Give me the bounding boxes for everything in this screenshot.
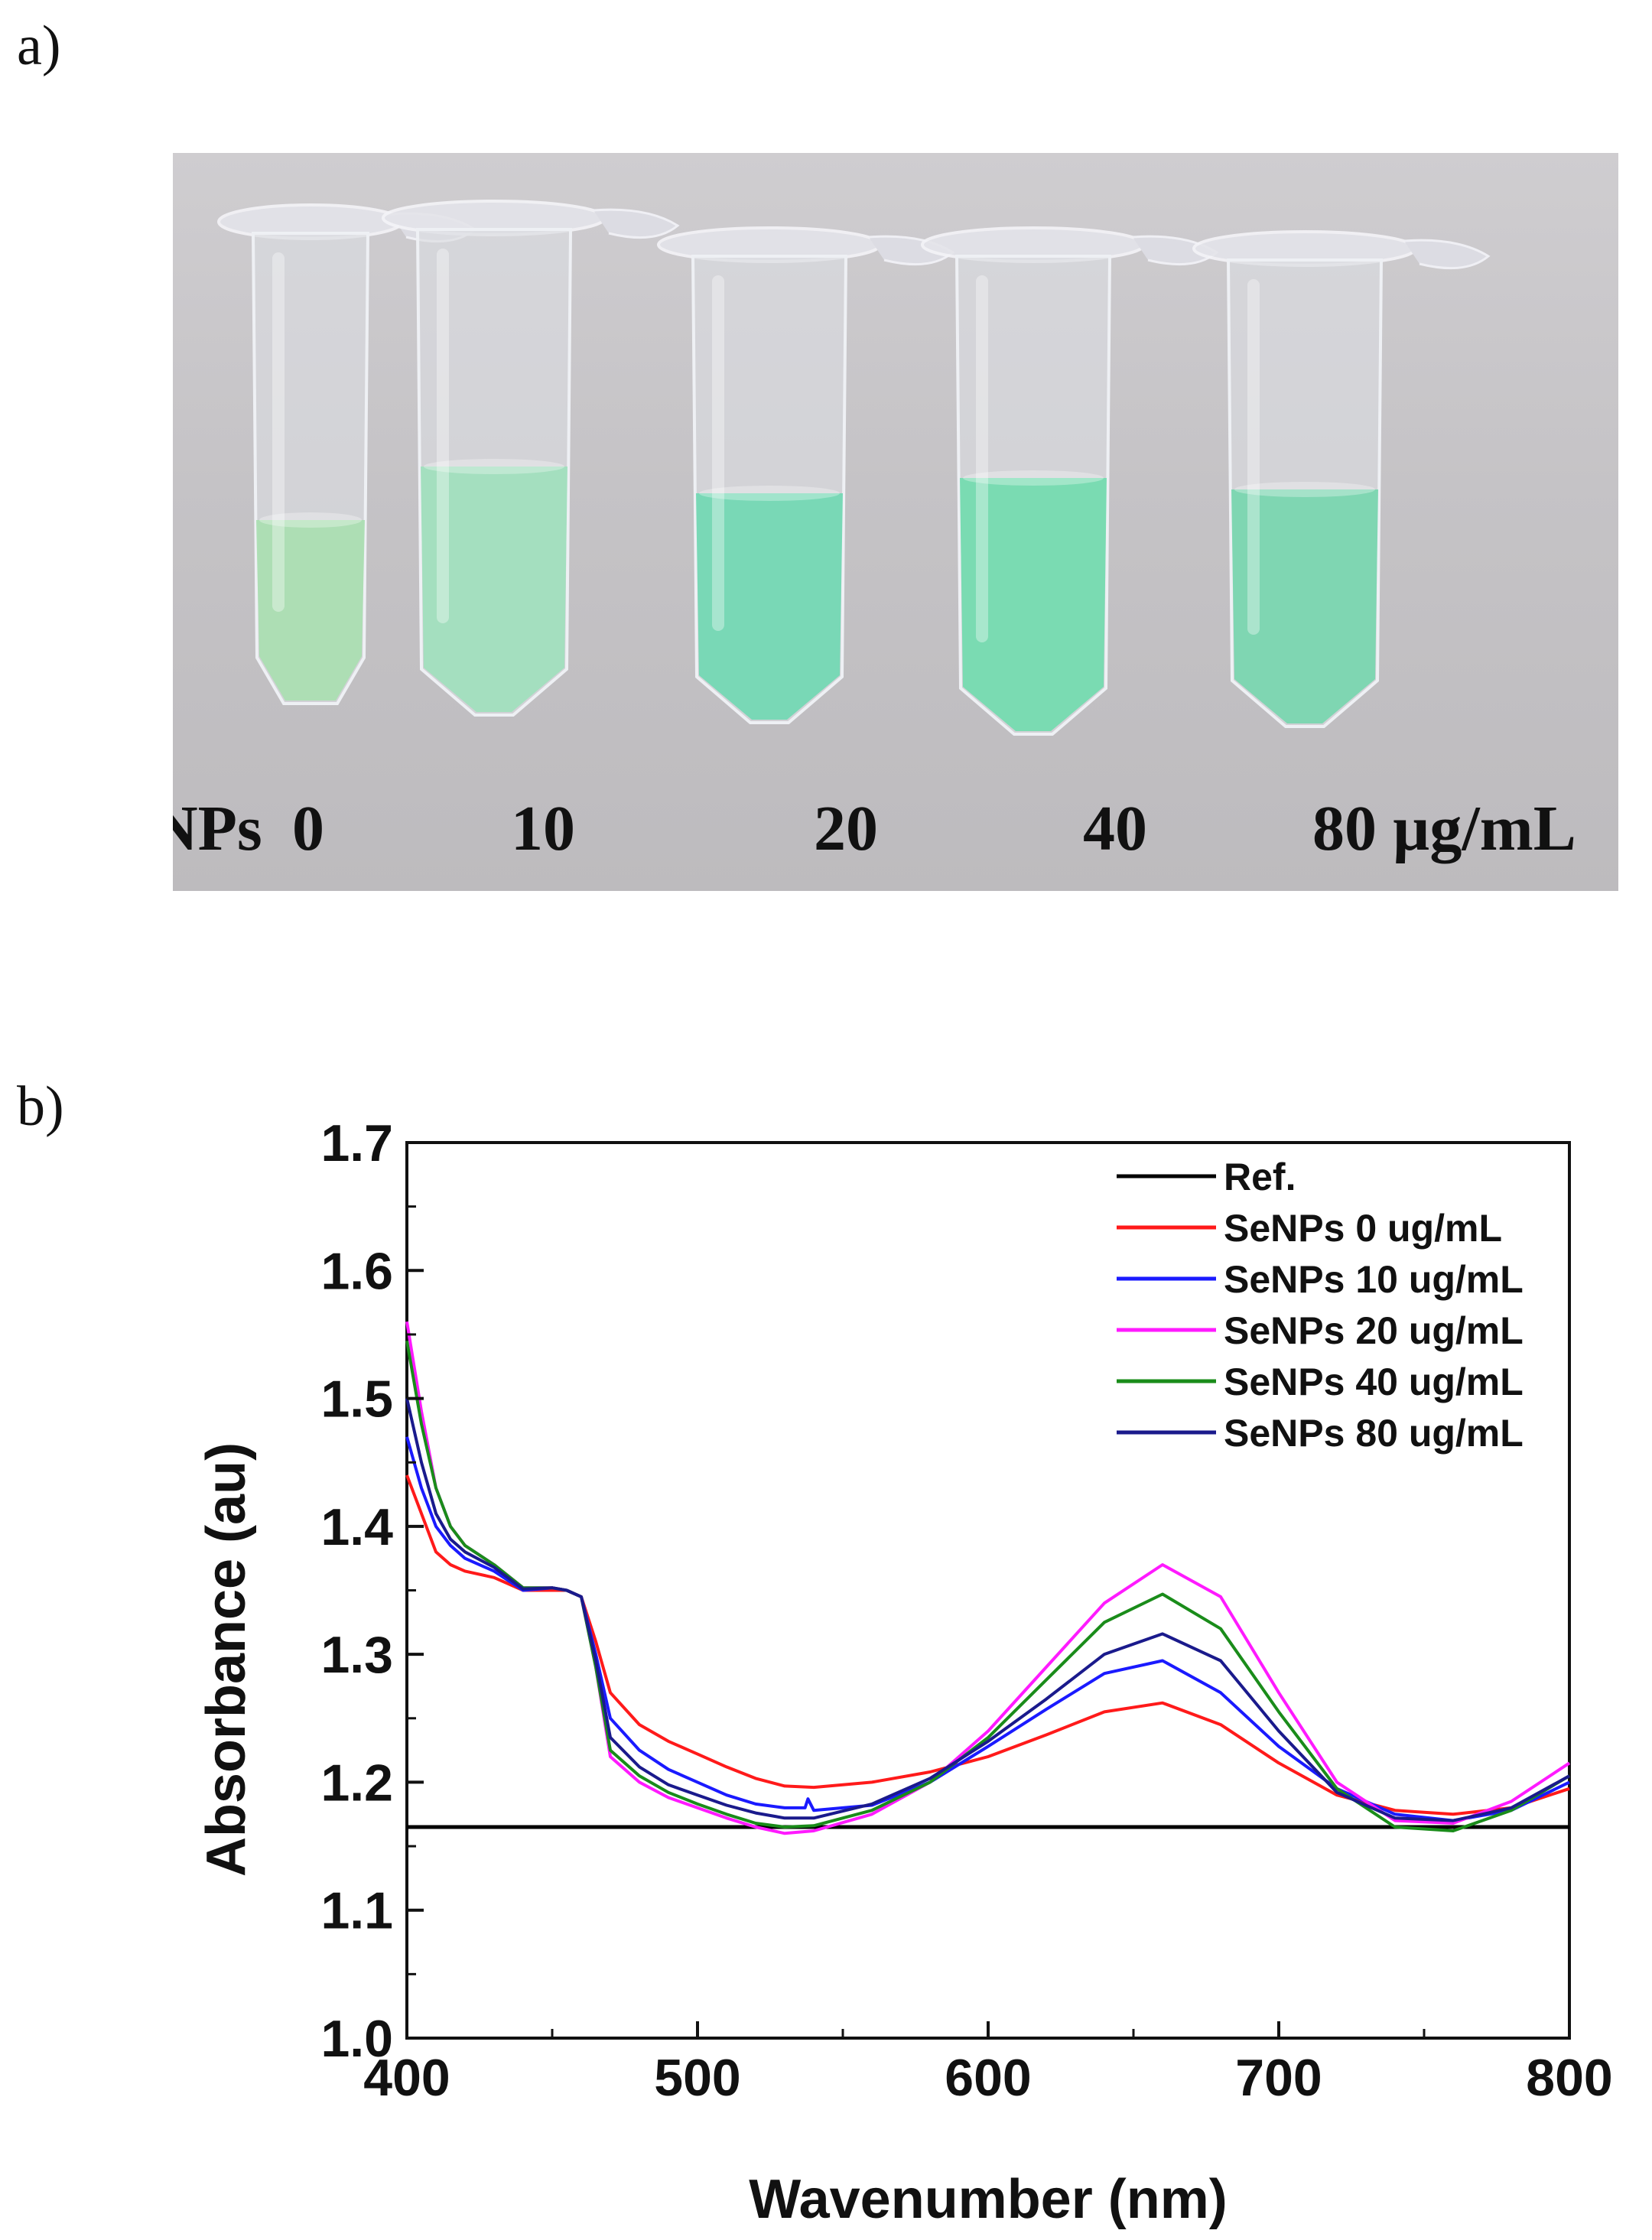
x-tick-label-800: 800 <box>1526 2049 1612 2107</box>
tubes-photo: SeNPs 0 10 20 40 80 µg/mL <box>173 153 1618 891</box>
conc-label-0: 0 <box>292 793 324 864</box>
series-line-1 <box>405 1474 1570 1816</box>
absorbance-chart: 400 500 600 700 8001.01.11.21.31.41.51.61.7 … <box>196 1114 1613 2230</box>
y-axis-label: Absorbance (au) <box>196 1442 257 1877</box>
panel-label-b: b) <box>17 1075 64 1138</box>
y-tick-label-1.4: 1.4 <box>320 1498 393 1556</box>
x-axis-label: Wavenumber (nm) <box>749 2169 1227 2230</box>
y-tick-label-1.7: 1.7 <box>320 1114 393 1172</box>
tube-liquid-2 <box>696 493 843 720</box>
tube-4 <box>1192 230 1491 728</box>
series-line-4 <box>405 1340 1571 1832</box>
tube-liquid-1 <box>421 467 567 712</box>
tube-liquid-0 <box>256 520 365 701</box>
conc-label-80: 80 µg/mL <box>1312 793 1576 864</box>
conc-label-40: 40 <box>1083 793 1147 864</box>
x-tick-label-500: 500 <box>654 2049 740 2107</box>
tube-liquid-3 <box>960 478 1107 731</box>
y-tick-label-1.2: 1.2 <box>320 1754 393 1812</box>
legend-label-0: Ref. <box>1224 1156 1296 1198</box>
y-tick-label-1.6: 1.6 <box>320 1242 393 1300</box>
y-tick-label-1.5: 1.5 <box>320 1370 393 1429</box>
tube-liquid-4 <box>1231 489 1378 723</box>
series-line-5 <box>405 1398 1570 1822</box>
legend-label-4: SeNPs 40 ug/mL <box>1224 1361 1524 1403</box>
tube-2 <box>657 226 955 724</box>
legend-label-5: SeNPs 80 ug/mL <box>1224 1412 1524 1455</box>
x-tick-label-600: 600 <box>945 2049 1031 2107</box>
legend-label-3: SeNPs 20 ug/mL <box>1224 1309 1524 1352</box>
y-tick-label-1.1: 1.1 <box>320 1882 393 1940</box>
panel-label-a: a) <box>17 15 61 77</box>
x-tick-label-400: 400 <box>363 2049 450 2107</box>
legend-label-1: SeNPs 0 ug/mL <box>1224 1207 1502 1250</box>
series-line-2 <box>405 1436 1570 1822</box>
conc-label-10: 10 <box>511 793 575 864</box>
y-tick-label-1.0: 1.0 <box>320 2010 393 2068</box>
legend-label-2: SeNPs 10 ug/mL <box>1224 1258 1524 1301</box>
tube-1 <box>382 200 680 717</box>
tube-3 <box>921 226 1219 736</box>
x-tick-label-700: 700 <box>1235 2049 1322 2107</box>
photo-prefix-label: SeNPs <box>173 793 262 864</box>
y-tick-label-1.3: 1.3 <box>320 1626 393 1684</box>
tube-0 <box>217 203 477 705</box>
conc-label-20: 20 <box>814 793 878 864</box>
